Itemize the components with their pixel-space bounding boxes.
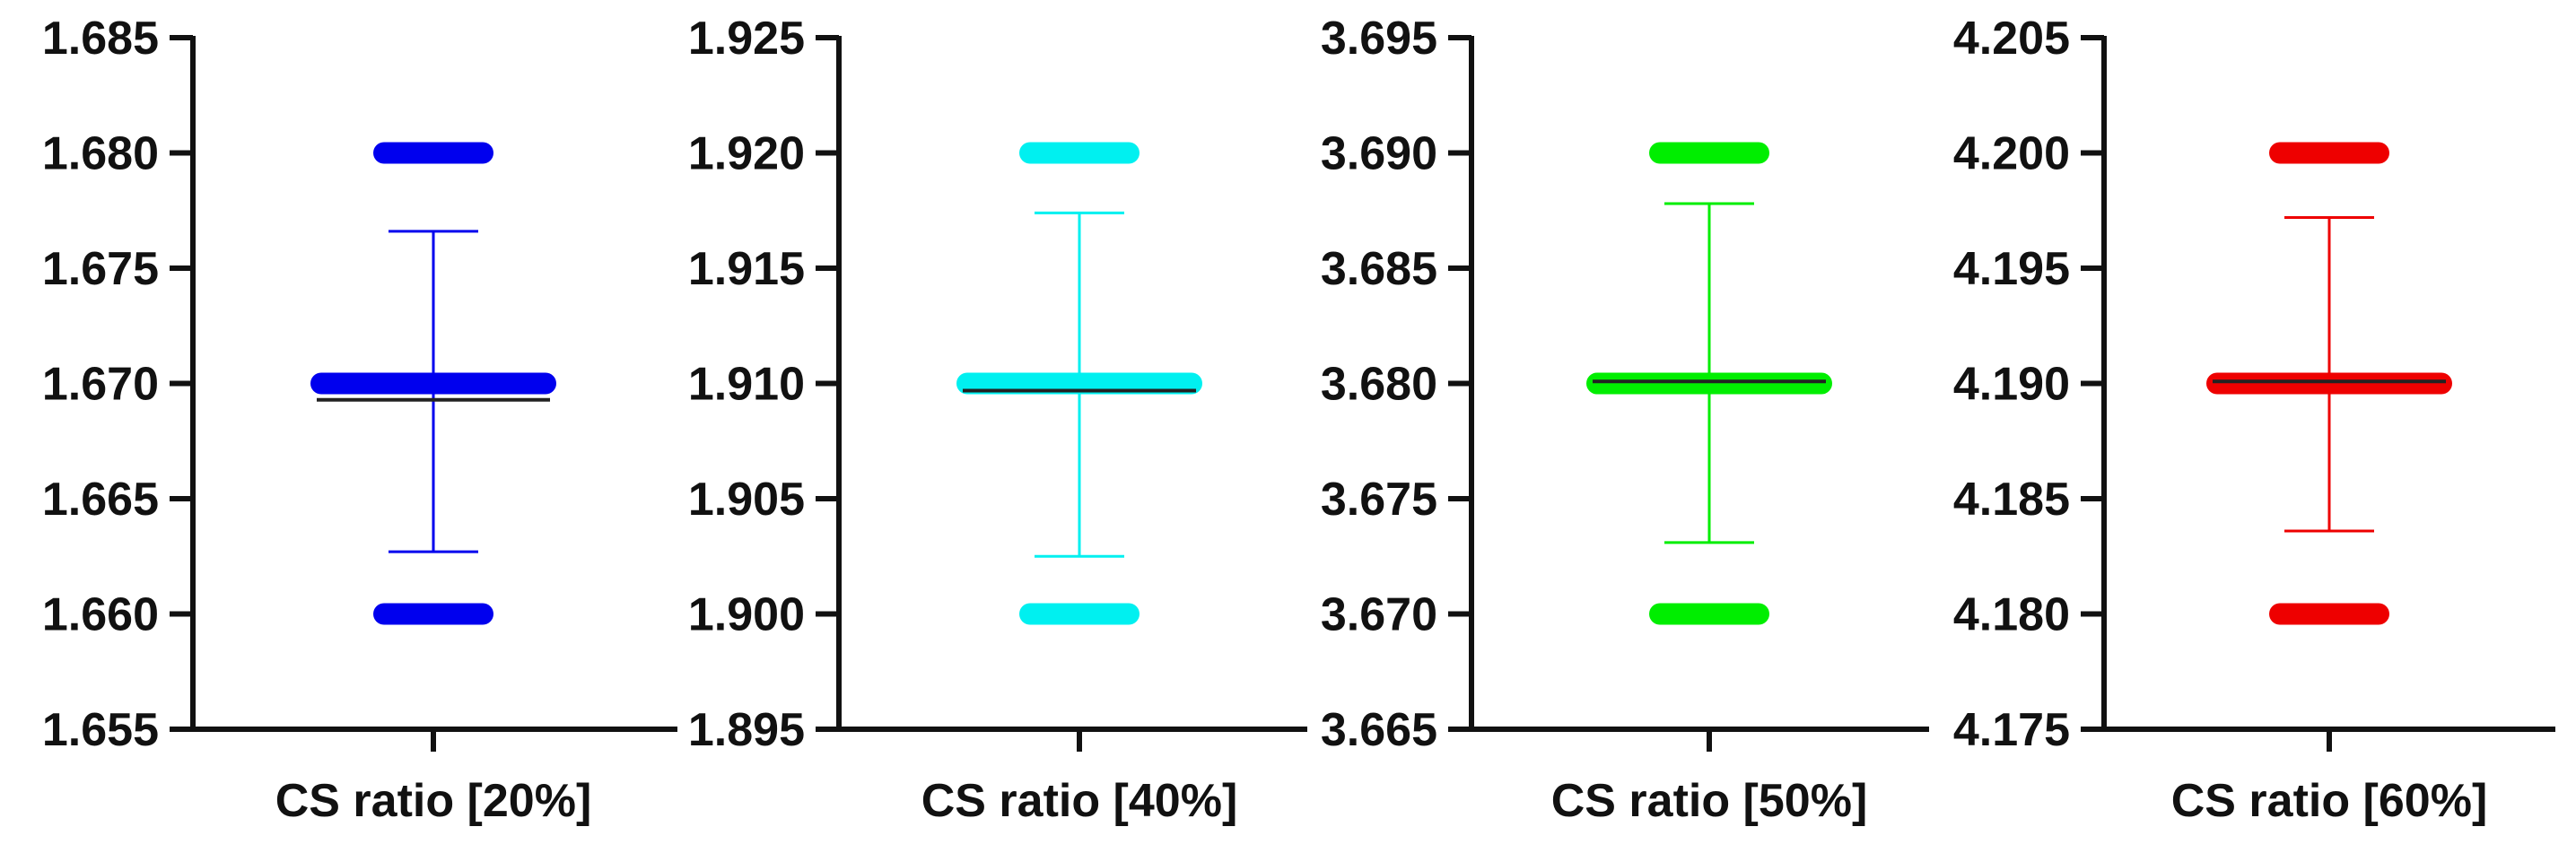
y-tick-label: 4.190 [1953, 359, 2070, 411]
y-tick-label: 1.905 [688, 474, 805, 526]
chart-panel-3: 3.665 3.670 3.675 3.680 3.685 3.690 3.695 CS ra… [1321, 13, 1929, 827]
y-tick-label: 1.670 [42, 359, 159, 411]
y-tick-label: 4.195 [1953, 243, 2070, 295]
y-tick-label: 1.915 [688, 243, 805, 295]
x-axis-label: CS ratio [40%] [921, 775, 1238, 827]
y-tick-label: 1.895 [688, 704, 805, 756]
chart-panel-2: 1.895 1.900 1.905 1.910 1.915 1.920 1.925 CS ra… [688, 13, 1307, 827]
x-axis-label: CS ratio [50%] [1551, 775, 1868, 827]
y-tick-label: 4.175 [1953, 704, 2070, 756]
y-tick-label: 4.200 [1953, 128, 2070, 180]
y-tick-label: 1.910 [688, 359, 805, 411]
y-tick-label: 4.185 [1953, 474, 2070, 526]
y-tick-label: 1.675 [42, 243, 159, 295]
y-tick-label: 3.685 [1321, 243, 1437, 295]
y-tick-label: 1.665 [42, 474, 159, 526]
x-axis-label: CS ratio [20%] [275, 775, 592, 827]
x-axis-label: CS ratio [60%] [2171, 775, 2488, 827]
y-tick-label: 3.695 [1321, 13, 1437, 65]
y-tick-label: 3.665 [1321, 704, 1437, 756]
chart-panel-1: 1.655 1.660 1.665 1.670 1.675 1.680 1.685 CS ra… [42, 13, 677, 827]
y-tick-label: 1.655 [42, 704, 159, 756]
y-tick-label: 1.900 [688, 589, 805, 641]
y-tick-label: 3.675 [1321, 474, 1437, 526]
y-tick-label: 4.205 [1953, 13, 2070, 65]
chart-panel-4: 4.175 4.180 4.185 4.190 4.195 4.200 4.205 CS ra… [1953, 13, 2555, 827]
y-tick-label: 3.690 [1321, 128, 1437, 180]
y-tick-label: 3.680 [1321, 359, 1437, 411]
y-tick-label: 1.680 [42, 128, 159, 180]
y-tick-label: 3.670 [1321, 589, 1437, 641]
y-tick-label: 1.925 [688, 13, 805, 65]
y-tick-label: 1.920 [688, 128, 805, 180]
y-tick-label: 1.660 [42, 589, 159, 641]
y-tick-label: 4.180 [1953, 589, 2070, 641]
y-tick-label: 1.685 [42, 13, 159, 65]
